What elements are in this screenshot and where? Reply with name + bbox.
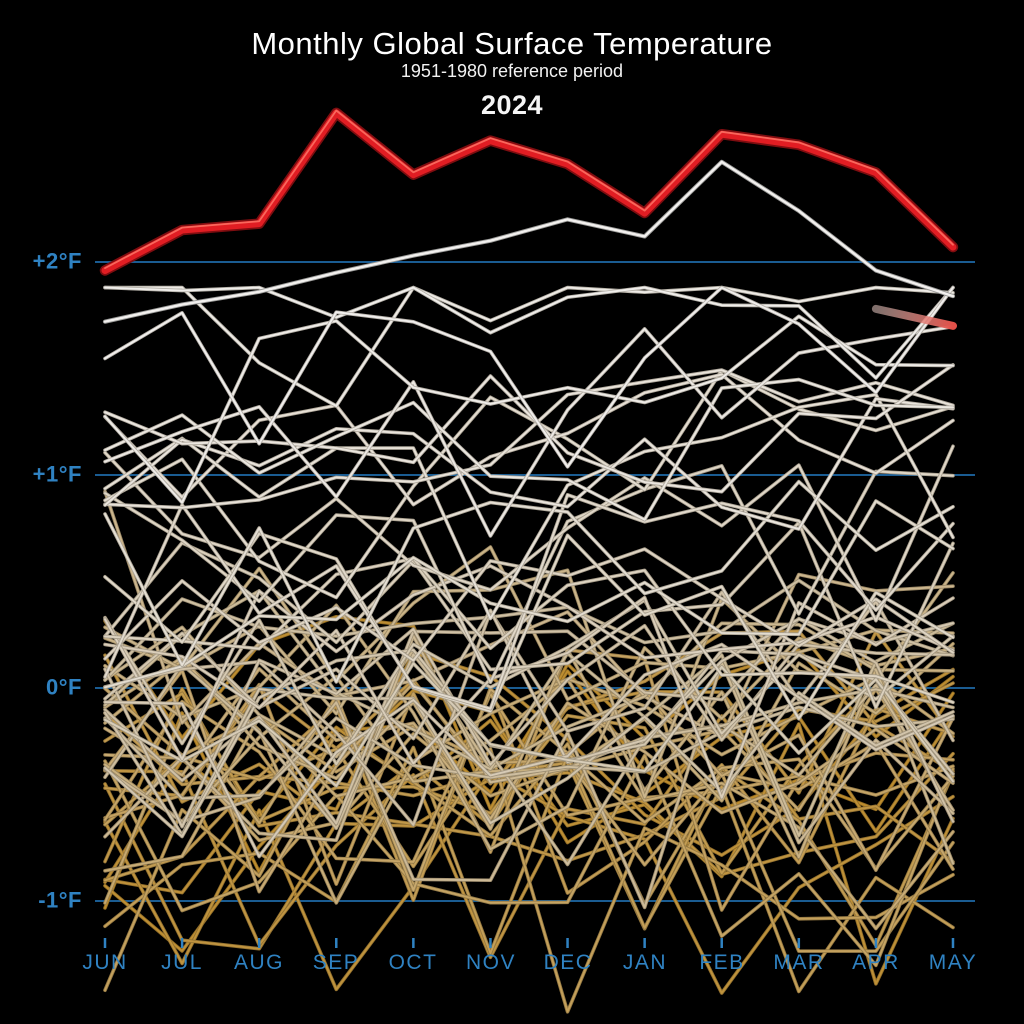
x-axis-tick-nov: NOV [465,951,517,974]
year-line [104,363,954,493]
year-line [104,286,954,407]
year-line [104,500,954,689]
current-year-label: 2024 [480,90,544,120]
year-line [104,643,954,858]
x-axis-tick-jul: JUL [161,951,203,974]
year-line [104,325,954,537]
year-line [104,548,954,662]
x-axis-tick-jun: JUN [82,951,128,974]
year-line [104,557,954,704]
year-line-shadow [103,368,955,510]
y-axis-tick-plus1: +1°F [32,461,82,487]
x-axis-tick-jan: JAN [622,951,668,974]
year-line [104,490,954,738]
chart-title: Monthly Global Surface Temperature [251,26,773,61]
year-line [104,521,954,709]
series-2024-line [101,109,957,275]
fading-tail-segment [871,304,957,330]
year-line [104,748,954,1013]
y-axis-tick-zero: 0°F [46,674,82,700]
x-axis-tick-feb: FEB [699,951,745,974]
year-line [104,624,954,828]
year-line-2023 [103,160,955,323]
year-line [104,754,954,967]
x-axis-tick-dec: DEC [543,951,593,974]
series-2024-highlight [104,109,954,270]
year-line [104,591,954,826]
year-line [104,480,954,683]
year-line [104,286,954,379]
year-line [104,662,954,787]
x-axis-tick-sep: SEP [312,951,360,974]
year-line [104,378,954,521]
year-line-shadow [103,285,955,380]
year-line [104,706,954,800]
x-axis-tick-aug: AUG [233,951,285,974]
year-line [104,635,954,842]
x-axis-tick-apr: APR [852,951,900,974]
year-line [104,315,954,504]
year-line [104,493,954,710]
year-line-shadow [103,499,955,690]
chart-subtitle: 1951-1980 reference period [400,61,624,81]
y-axis-tick-plus2: +2°F [32,248,82,274]
year-line [104,732,954,992]
x-axis-tick-oct: OCT [388,951,438,974]
year-line [104,688,954,836]
year-line [104,369,954,509]
year-line [104,670,954,909]
year-line [104,393,954,620]
x-axis-tick-may: MAY [928,951,978,974]
year-line [104,286,954,468]
year-line [104,687,954,842]
y-axis-tick-minus1: -1°F [38,887,82,913]
year-line [104,609,954,764]
year-line [104,373,954,506]
x-axis-tick-mar: MAR [773,951,825,974]
series-2024-outline [99,107,959,276]
